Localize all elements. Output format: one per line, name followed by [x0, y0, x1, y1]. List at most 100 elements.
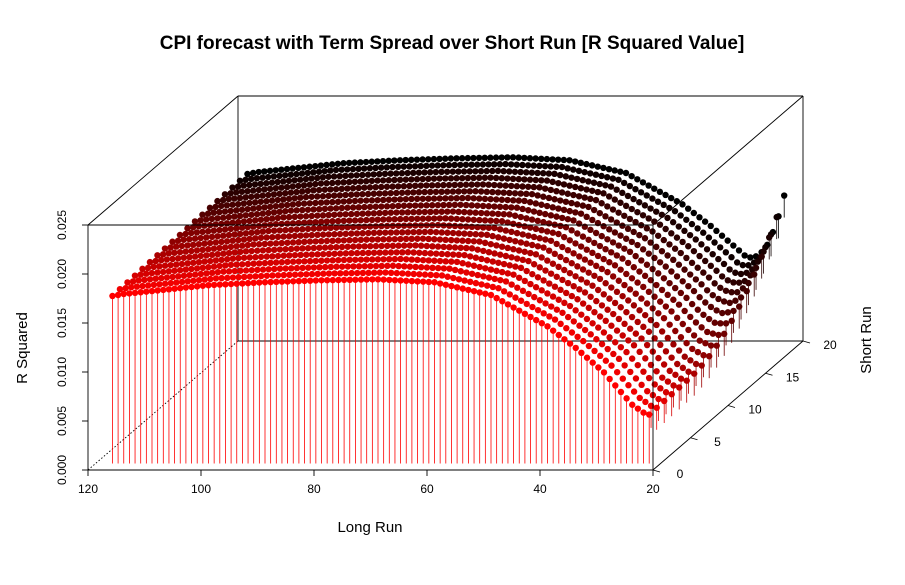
- data-point: [528, 169, 536, 176]
- data-point: [590, 206, 598, 214]
- data-point: [621, 245, 628, 252]
- data-point: [487, 217, 494, 224]
- data-point: [225, 249, 233, 257]
- data-point: [329, 179, 336, 187]
- data-point: [681, 266, 688, 273]
- data-point: [602, 280, 609, 287]
- data-point: [575, 220, 583, 227]
- data-point: [361, 263, 368, 270]
- data-point: [349, 185, 357, 192]
- data-point: [644, 387, 651, 395]
- data-point: [538, 155, 545, 162]
- data-point: [529, 270, 536, 278]
- data-point: [133, 283, 141, 290]
- data-point: [310, 244, 317, 252]
- data-point: [589, 320, 596, 327]
- data-point: [344, 204, 351, 211]
- data-point: [344, 166, 351, 173]
- data-point: [417, 242, 425, 249]
- data-point: [533, 316, 540, 324]
- data-point: [263, 253, 270, 260]
- data-point: [643, 261, 651, 268]
- data-point: [188, 283, 195, 291]
- data-point: [316, 205, 323, 213]
- data-point: [570, 217, 577, 224]
- data-point: [418, 264, 425, 271]
- data-point: [335, 276, 342, 284]
- data-point: [340, 237, 348, 244]
- data-point: [751, 271, 758, 278]
- data-point: [591, 347, 598, 355]
- data-point: [694, 348, 702, 356]
- data-point: [267, 278, 274, 286]
- data-point: [160, 286, 167, 294]
- data-point: [148, 287, 156, 295]
- data-point: [536, 297, 544, 304]
- data-point: [312, 162, 319, 170]
- data-point: [436, 280, 444, 287]
- data-point: [203, 252, 210, 259]
- data-point: [361, 184, 368, 191]
- data-point: [223, 238, 231, 245]
- data-point: [255, 186, 263, 194]
- data-point: [369, 276, 376, 283]
- data-point: [255, 168, 262, 176]
- data-point: [216, 281, 223, 288]
- data-point: [387, 269, 395, 277]
- data-point: [131, 272, 139, 279]
- data-point: [461, 230, 468, 237]
- data-point: [692, 360, 700, 368]
- data-point: [124, 279, 131, 286]
- data-point: [600, 255, 607, 263]
- data-point: [291, 232, 299, 240]
- data-point: [464, 194, 472, 202]
- data-point: [227, 207, 234, 215]
- data-point: [425, 195, 432, 202]
- data-point: [314, 193, 321, 200]
- data-point: [647, 205, 654, 212]
- data-point: [606, 295, 613, 302]
- data-point: [283, 165, 291, 173]
- data-point: [511, 190, 519, 197]
- data-point: [440, 201, 447, 209]
- data-point: [626, 286, 634, 293]
- data-point: [337, 270, 344, 277]
- data-point: [244, 279, 252, 287]
- data-point: [636, 199, 643, 206]
- z-tick-label: 0.000: [55, 455, 69, 485]
- data-point: [495, 210, 502, 218]
- data-point: [570, 282, 577, 290]
- data-point: [189, 224, 197, 231]
- data-point: [628, 205, 635, 213]
- data-point: [223, 202, 231, 209]
- data-point: [425, 175, 432, 183]
- data-point: [646, 411, 653, 418]
- data-point: [534, 217, 541, 225]
- data-point: [570, 166, 577, 173]
- data-point: [259, 266, 267, 273]
- data-point: [244, 260, 252, 268]
- data-point: [391, 255, 399, 263]
- data-point: [628, 275, 636, 282]
- data-point: [559, 276, 566, 284]
- data-point: [190, 241, 197, 249]
- data-point: [129, 278, 137, 285]
- data-point: [314, 251, 321, 258]
- data-point: [293, 245, 301, 252]
- data-point: [555, 263, 562, 271]
- data-point: [399, 249, 406, 256]
- data-point: [629, 401, 636, 408]
- data-point: [681, 307, 688, 315]
- data-point: [342, 230, 349, 238]
- data-point: [647, 276, 654, 284]
- data-point: [269, 233, 276, 241]
- data-point: [479, 202, 487, 210]
- data-point: [223, 220, 231, 227]
- data-point: [346, 256, 353, 264]
- data-point: [287, 207, 295, 214]
- data-point: [385, 177, 392, 184]
- data-point: [683, 254, 690, 262]
- data-point: [609, 273, 617, 280]
- data-point: [561, 336, 568, 343]
- data-point: [337, 250, 344, 257]
